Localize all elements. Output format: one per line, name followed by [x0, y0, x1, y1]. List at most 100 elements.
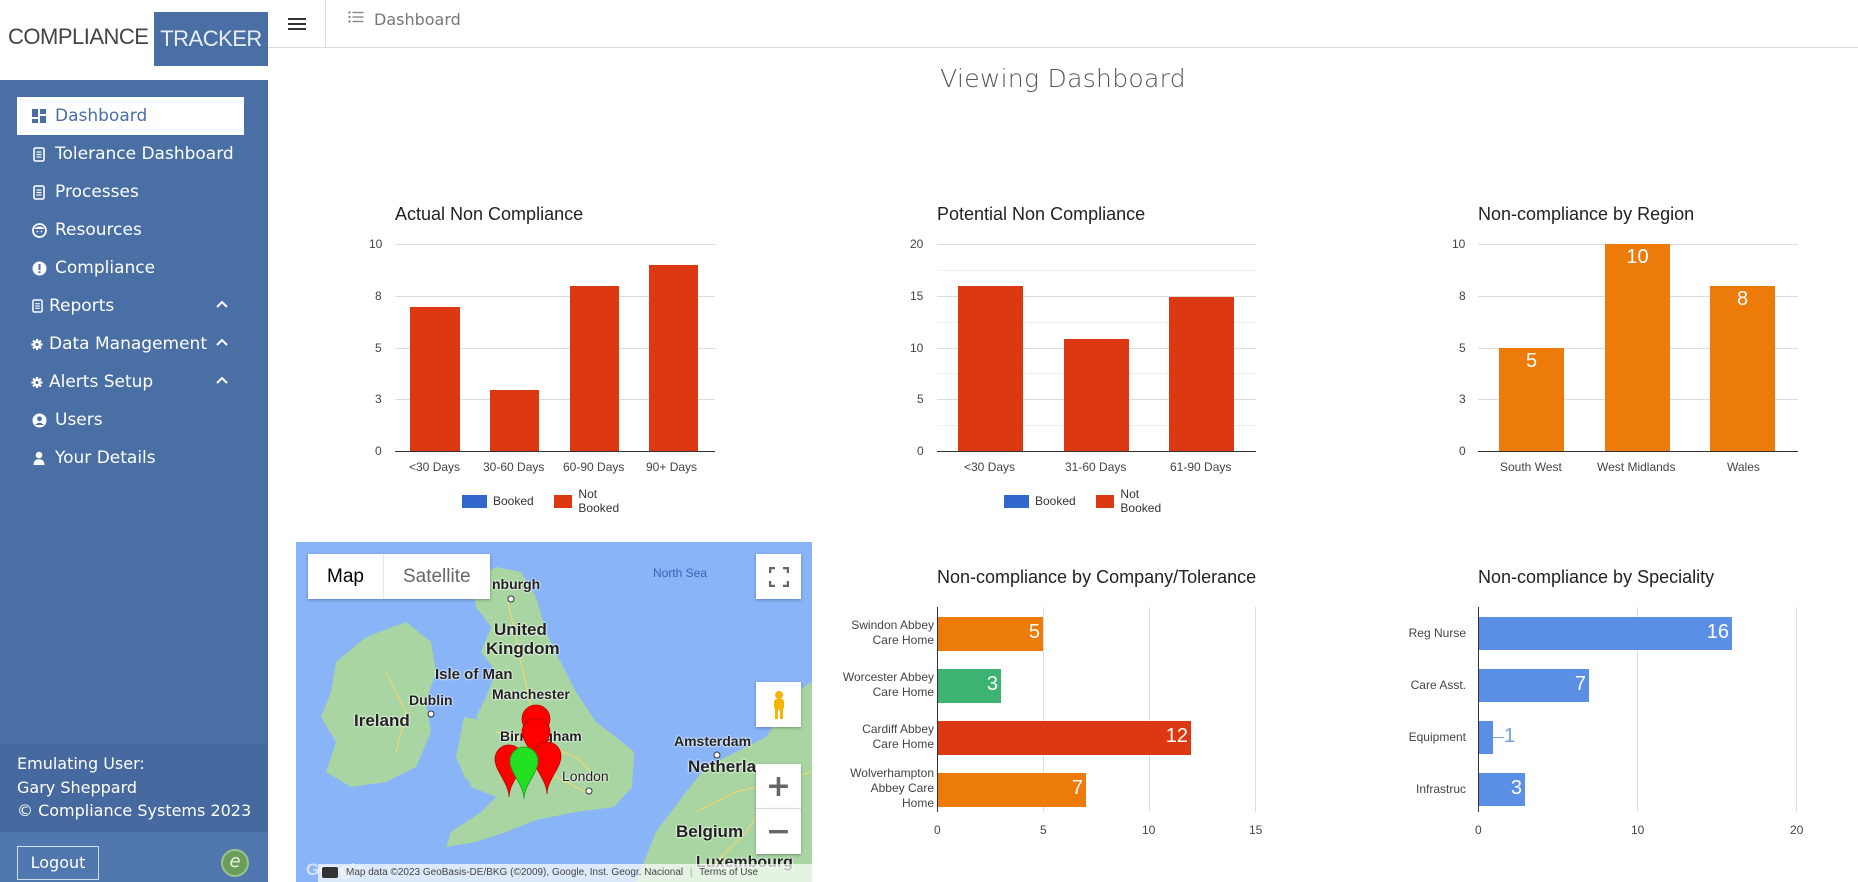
map-type-map-button[interactable]: Map — [308, 554, 384, 599]
sidebar-item-your-details[interactable]: Your Details — [17, 439, 244, 477]
map-label-manchester: Manchester — [492, 686, 570, 702]
y-tick: 3 — [375, 392, 382, 406]
copyright-text: © Compliance Systems 2023 — [17, 801, 252, 820]
y-tick: Wolverhampton Abbey Care Home — [830, 766, 934, 811]
zoom-out-button[interactable]: − — [756, 809, 801, 854]
y-tick: 5 — [375, 341, 382, 355]
sidebar: COMPLIANCE TRACKER Dashboard Tolerance D… — [0, 0, 268, 882]
sidebar-item-label: Reports — [49, 296, 115, 316]
bar-worcester[interactable] — [937, 669, 1001, 703]
bar-equipment[interactable] — [1478, 721, 1493, 754]
map-label-belgium: Belgium — [676, 822, 744, 841]
sidebar-item-users[interactable]: Users — [17, 401, 244, 439]
map-label-kingdom: Kingdom — [486, 639, 560, 658]
y-tick: Worcester Abbey Care Home — [830, 670, 934, 700]
sidebar-item-data-management[interactable]: Data Management — [17, 325, 244, 363]
data-label: 12 — [1165, 725, 1188, 747]
sidebar-item-reports[interactable]: Reports — [17, 287, 244, 325]
y-tick: 8 — [375, 289, 382, 303]
chevron-up-icon[interactable] — [216, 297, 228, 312]
map-label-dublin: Dublin — [409, 692, 453, 708]
minus-icon: − — [765, 814, 792, 849]
gridline — [395, 244, 715, 245]
bar-not-booked[interactable] — [649, 265, 698, 451]
sidebar-item-compliance[interactable]: Compliance — [17, 249, 244, 287]
tick-line: Worcester Abbey — [842, 670, 934, 684]
terms-of-use-link[interactable]: Terms of Use — [699, 867, 759, 878]
legend-item-booked[interactable]: Booked — [462, 494, 534, 508]
tick-line: Care Home — [872, 633, 934, 647]
chart-title: Non-compliance by Region — [1478, 204, 1695, 224]
x-tick: West Midlands — [1597, 460, 1676, 474]
legend-swatch — [462, 494, 487, 508]
sidebar-item-dashboard[interactable]: Dashboard — [17, 97, 244, 135]
bar-not-booked[interactable] — [1169, 297, 1234, 451]
app-logo[interactable]: COMPLIANCE TRACKER — [0, 0, 268, 80]
bar-care-asst[interactable] — [1478, 669, 1589, 702]
map-type-satellite-button[interactable]: Satellite — [402, 566, 471, 587]
legend-item-booked[interactable]: Booked — [1004, 494, 1076, 508]
sidebar-item-alerts-setup[interactable]: Alerts Setup — [17, 363, 244, 401]
map-label-united: United — [494, 620, 547, 639]
tick-line: Abbey Care — [870, 781, 934, 795]
chart-title: Non-compliance by Speciality — [1478, 567, 1715, 587]
bar-west-midlands[interactable] — [1605, 244, 1670, 451]
data-label: 7 — [1574, 673, 1586, 695]
pegman-icon — [773, 690, 784, 719]
person-icon — [31, 450, 47, 466]
x-tick: 10 — [1142, 823, 1156, 837]
gridline — [1043, 607, 1044, 812]
sidebar-item-label: Compliance — [55, 258, 156, 278]
sidebar-item-processes[interactable]: Processes — [17, 173, 244, 211]
bar-not-booked[interactable] — [410, 307, 460, 451]
y-tick: 3 — [1459, 392, 1466, 406]
bar-wolverhampton[interactable] — [937, 773, 1086, 807]
page-title: Viewing Dashboard — [940, 64, 1186, 93]
legend-label: Booked — [493, 494, 534, 508]
y-tick: 0 — [375, 444, 382, 458]
bar-not-booked[interactable] — [958, 286, 1023, 451]
street-view-pegman-button[interactable] — [756, 682, 801, 727]
legend-item-not-booked[interactable]: Not Booked — [553, 487, 626, 515]
x-axis — [1478, 451, 1798, 452]
menu-toggle-button[interactable] — [268, 0, 326, 48]
bar-not-booked[interactable] — [1064, 339, 1129, 451]
sidebar-item-resources[interactable]: Resources — [17, 211, 244, 249]
logout-button[interactable]: Logout — [17, 846, 99, 880]
bar-reg-nurse[interactable] — [1478, 617, 1732, 650]
x-tick: 61-90 Days — [1170, 460, 1232, 474]
keyboard-icon[interactable] — [322, 867, 338, 878]
map-attribution-text: Map data ©2023 GeoBasis-DE/BKG (©2009), … — [346, 867, 684, 878]
gridline-minor — [937, 322, 1256, 323]
fullscreen-button[interactable] — [756, 554, 801, 599]
y-tick: Care Asst. — [1410, 678, 1466, 692]
document-icon — [31, 184, 47, 200]
map-label-amsterdam: Amsterdam — [674, 733, 752, 749]
bar-not-booked[interactable] — [570, 286, 619, 451]
data-label: 7 — [1071, 777, 1083, 799]
bar-south-west[interactable] — [1499, 348, 1564, 451]
sidebar-item-label: Users — [55, 410, 103, 430]
map-view[interactable]: North Sea nburgh United Kingdom Isle of … — [296, 542, 812, 882]
map-marker-green[interactable] — [510, 747, 538, 799]
bar-wales[interactable] — [1710, 286, 1775, 451]
chart-legend: Booked Not Booked — [1004, 487, 1187, 515]
zoom-in-button[interactable]: + — [756, 764, 801, 809]
legend-label: Booked — [1035, 494, 1076, 508]
chevron-up-icon[interactable] — [216, 335, 228, 350]
breadcrumb-current[interactable]: Dashboard — [374, 9, 461, 29]
y-tick: 5 — [917, 392, 924, 406]
legend-item-not-booked[interactable]: Not Booked — [1095, 487, 1168, 515]
bar-swindon[interactable] — [937, 617, 1043, 651]
x-tick: South West — [1500, 460, 1562, 474]
y-tick: Reg Nurse — [1408, 626, 1466, 640]
sidebar-item-tolerance-dashboard[interactable]: Tolerance Dashboard — [17, 135, 244, 173]
x-axis — [937, 451, 1256, 452]
bar-cardiff[interactable] — [937, 721, 1191, 755]
bar-not-booked[interactable] — [490, 390, 539, 451]
sidebar-item-label: Dashboard — [55, 106, 148, 126]
bar-infrastructure[interactable] — [1478, 773, 1525, 806]
y-tick: Infrastruc — [1415, 782, 1466, 796]
chevron-up-icon[interactable] — [216, 373, 228, 388]
y-tick: Cardiff Abbey Care Home — [830, 722, 934, 752]
